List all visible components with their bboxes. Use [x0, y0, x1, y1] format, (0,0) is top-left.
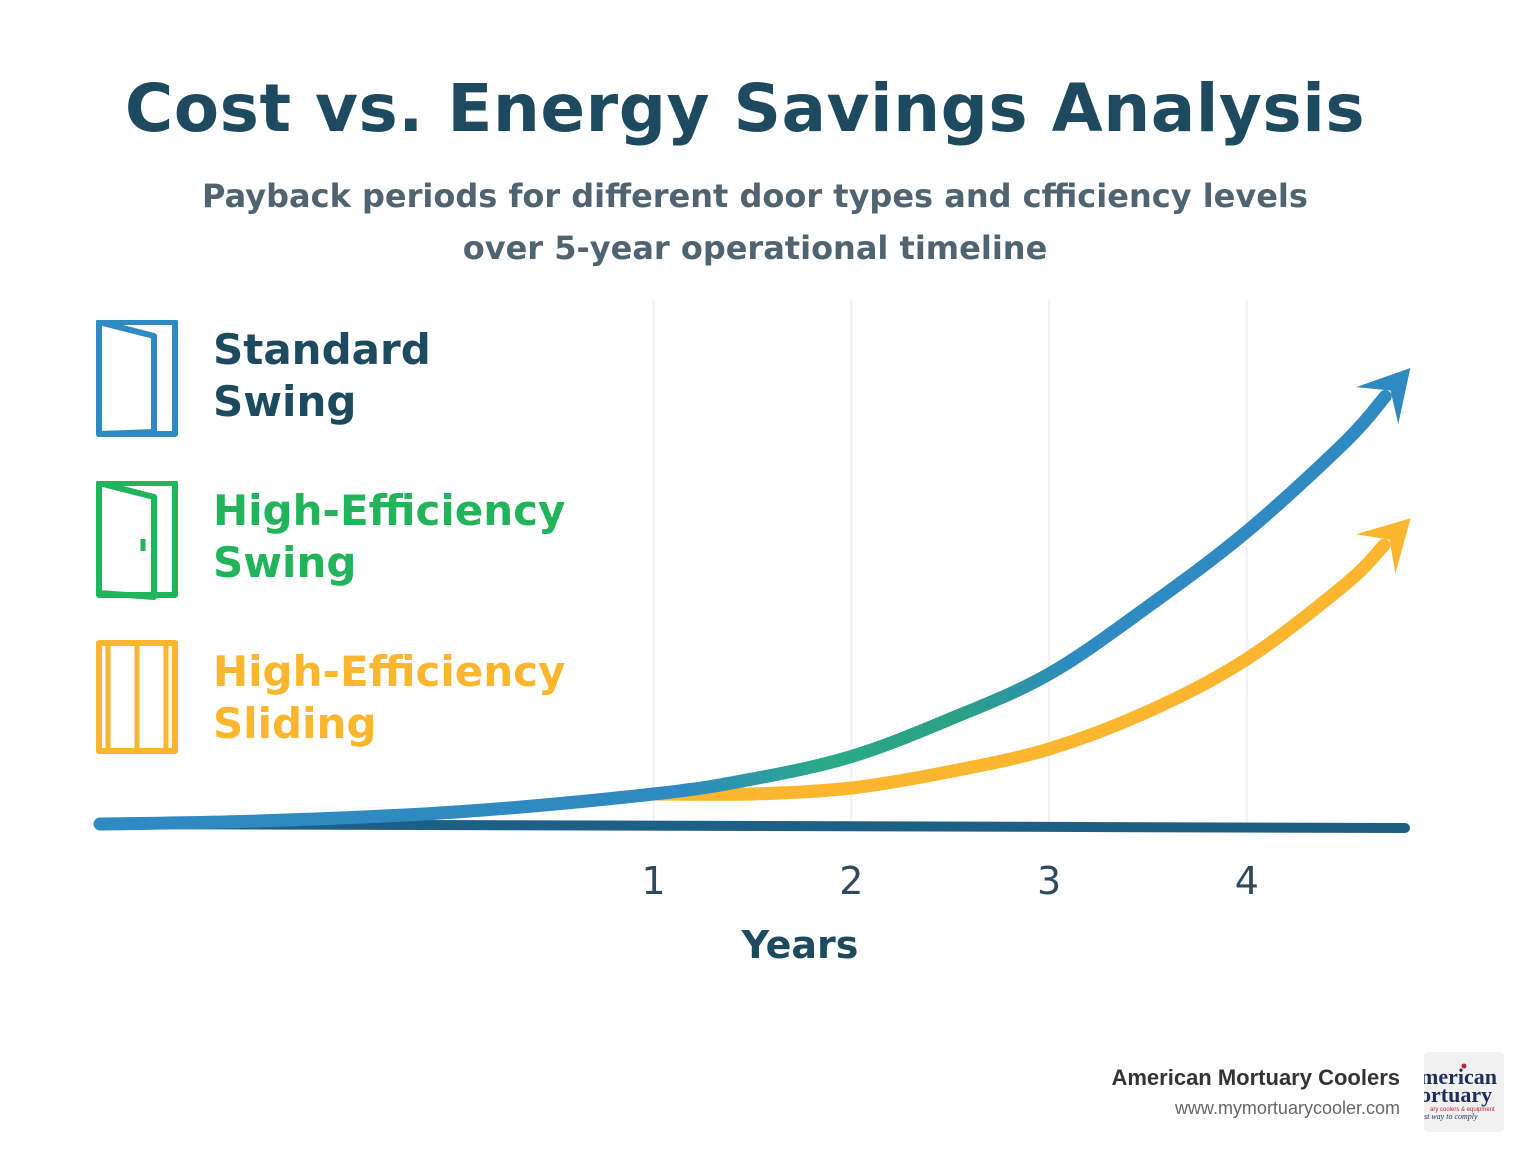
- logo-text: st way to comply: [1424, 1112, 1478, 1121]
- legend-text-line: High-Efficiency: [213, 647, 566, 696]
- x-tick-label: 2: [839, 859, 863, 903]
- x-tick-label: 1: [642, 859, 666, 903]
- x-axis-label: Years: [741, 923, 859, 967]
- x-tick-label: 4: [1235, 859, 1259, 903]
- company-logo: merican ortuary ary coolers & equipment …: [1424, 1052, 1504, 1132]
- legend-label-high-efficiency-sliding: High-Efficiency Sliding: [213, 646, 565, 750]
- series-arrowhead-standard-swing: [1356, 368, 1411, 424]
- brand-name: American Mortuary Coolers: [1111, 1065, 1400, 1090]
- door-handle-icon: [96, 481, 178, 600]
- sliding-door-icon: [96, 640, 178, 754]
- logo-text: merican: [1424, 1064, 1497, 1089]
- logo-text: ortuary: [1424, 1082, 1492, 1107]
- chart-title: Cost vs. Energy Savings Analysis: [124, 70, 1366, 147]
- brand-url[interactable]: www.mymortuarycooler.com: [1174, 1098, 1400, 1118]
- x-tick-label: 3: [1037, 859, 1061, 903]
- legend-text-line: Swing: [213, 377, 357, 426]
- legend-text-line: Swing: [213, 538, 357, 587]
- series-arrowhead-high-efficiency-sliding: [1355, 518, 1411, 574]
- door-open-icon: [96, 320, 178, 437]
- subtitle-line-1: Payback periods for different door types…: [202, 177, 1308, 215]
- series-line-standard-swing: [93, 390, 1392, 831]
- legend-label-high-efficiency-swing: High-Efficiency Swing: [213, 485, 565, 589]
- brand-block: American Mortuary Coolers www.mymortuary…: [1111, 1062, 1400, 1122]
- chart-subtitle: Payback periods for different door types…: [140, 170, 1370, 274]
- legend-label-standard-swing: Standard Swing: [213, 324, 431, 428]
- subtitle-line-2: over 5-year operational timeline: [462, 229, 1048, 267]
- legend-text-line: High-Efficiency: [213, 486, 566, 535]
- series-line-high-efficiency-sliding: [647, 538, 1391, 801]
- legend-text-line: Sliding: [213, 699, 377, 748]
- logo-text: ary coolers & equipment: [1430, 1107, 1495, 1113]
- legend-text-line: Standard: [213, 325, 431, 374]
